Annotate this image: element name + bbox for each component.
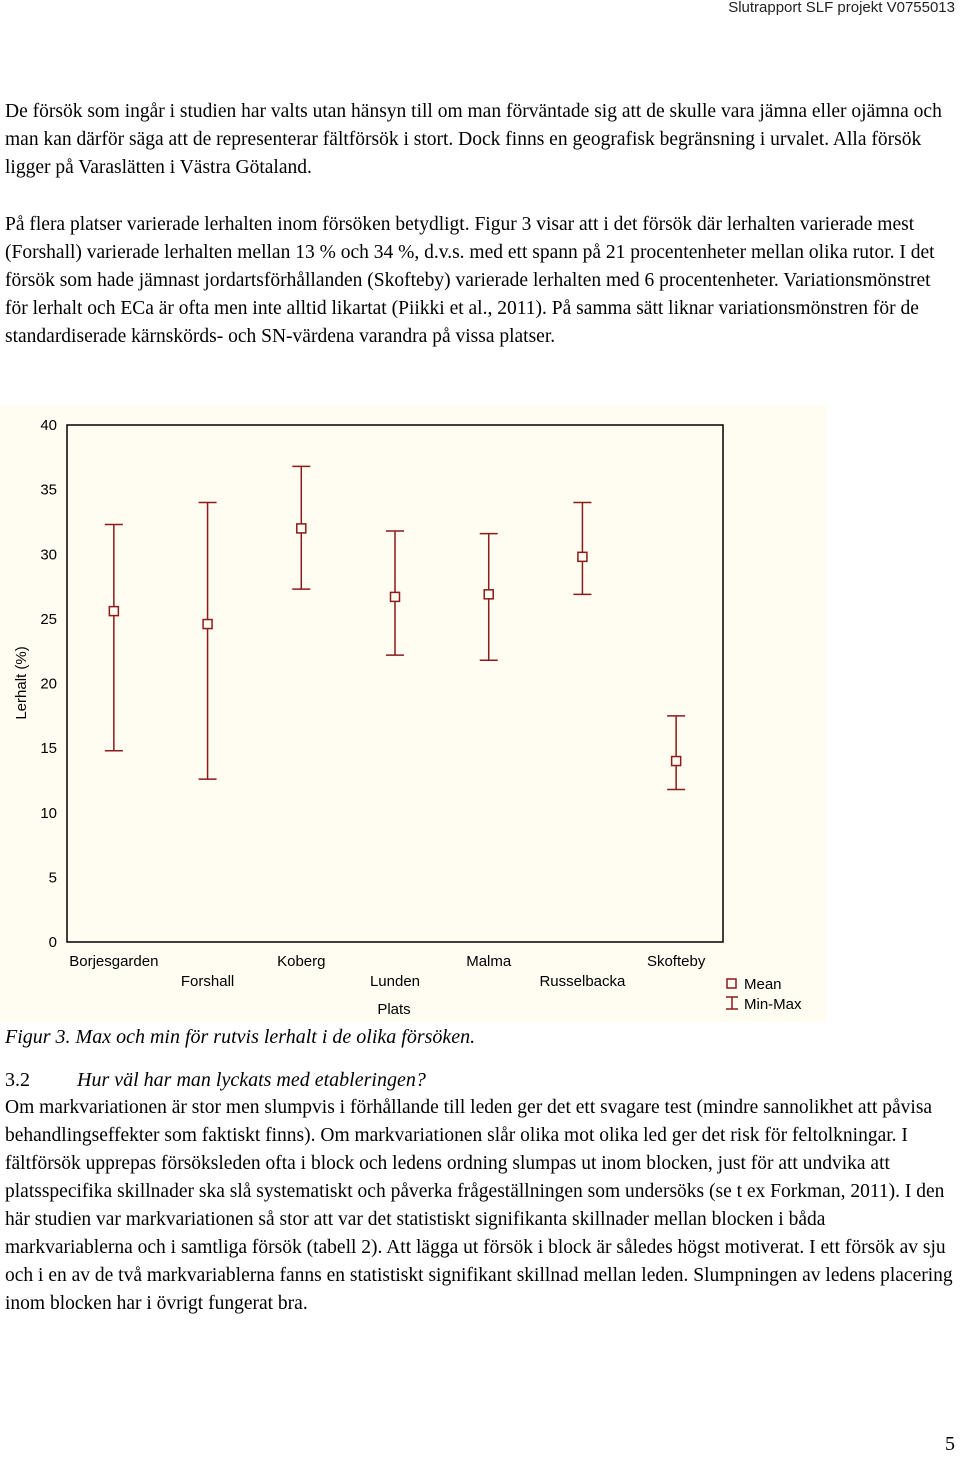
y-axis-label: Lerhalt (%) bbox=[13, 646, 30, 719]
y-tick-label: 35 bbox=[40, 482, 57, 499]
x-tick-label: Skofteby bbox=[647, 953, 706, 970]
range-whisker-skofteby bbox=[667, 715, 686, 791]
legend: Mean Min-Max bbox=[726, 976, 802, 1013]
report-header: Slutrapport SLF projekt V0755013 bbox=[728, 0, 955, 16]
paragraph-2: På flera platser varierade lerhalten ino… bbox=[5, 214, 935, 347]
y-tick-label: 5 bbox=[49, 869, 57, 886]
legend-mean-label: Mean bbox=[744, 976, 782, 993]
x-tick-label: Malma bbox=[466, 953, 512, 970]
range-whisker-lunden bbox=[386, 530, 404, 656]
plot-frame bbox=[66, 424, 724, 943]
chart-svg: 0 5 10 15 20 25 30 35 40 Borjesgarden Forshall Kob… bbox=[13, 417, 802, 1018]
mean-marker-skofteby bbox=[670, 755, 682, 767]
legend-mean-icon bbox=[726, 978, 737, 989]
y-tick-label: 15 bbox=[40, 740, 57, 757]
mean-marker-malma bbox=[483, 589, 494, 600]
range-whisker-malma bbox=[479, 532, 498, 661]
y-tick-label: 30 bbox=[40, 546, 57, 563]
mean-marker-lunden bbox=[389, 591, 401, 603]
mean-marker-koberg bbox=[296, 523, 307, 534]
range-whisker-forshall bbox=[198, 501, 217, 780]
x-tick-label: Koberg bbox=[277, 953, 325, 970]
x-tick-label: Forshall bbox=[181, 973, 234, 990]
mean-marker-borjesgarden bbox=[108, 605, 120, 617]
mean-marker-forshall bbox=[202, 618, 213, 630]
figure-caption: Figur 3. Max och min för rutvis lerhalt … bbox=[5, 1026, 476, 1048]
y-tick-label: 20 bbox=[40, 676, 57, 693]
paragraph-1: De försök som ingår i studien har valts … bbox=[5, 101, 942, 178]
figure-3-chart: 0 5 10 15 20 25 30 35 40 Borjesgarden Forshall Kob… bbox=[0, 405, 826, 1022]
x-tick-label: Russelbacka bbox=[539, 973, 626, 990]
y-axis-ticks: 0 5 10 15 20 25 30 35 40 bbox=[40, 417, 57, 951]
x-tick-label: Borjesgarden bbox=[69, 953, 158, 970]
mean-marker-russelbacka bbox=[577, 551, 588, 563]
legend-range-icon bbox=[726, 996, 738, 1010]
range-whisker-koberg bbox=[292, 465, 311, 590]
x-axis-label: Plats bbox=[377, 1001, 410, 1018]
section-heading: 3.2 Hur väl har man lyckats med etablerin… bbox=[5, 1068, 426, 1092]
y-tick-label: 0 bbox=[49, 934, 57, 951]
paragraph-3: Om markvariationen är stor men slumpvis … bbox=[5, 1097, 953, 1314]
range-whisker-borjesgarden bbox=[104, 523, 123, 752]
page-number: 5 bbox=[945, 1433, 955, 1455]
x-tick-label: Lunden bbox=[370, 973, 420, 990]
range-whisker-russelbacka bbox=[573, 501, 592, 596]
section-title: Hur väl har man lyckats med etableringen… bbox=[77, 1069, 426, 1091]
y-tick-label: 25 bbox=[40, 611, 57, 628]
section-number: 3.2 bbox=[5, 1069, 30, 1091]
y-tick-label: 40 bbox=[40, 417, 57, 434]
data-marks bbox=[104, 465, 686, 791]
y-tick-label: 10 bbox=[40, 805, 57, 822]
legend-range-label: Min-Max bbox=[744, 996, 802, 1013]
x-axis-labels: Borjesgarden Forshall Koberg Lunden Malma Rus… bbox=[69, 953, 706, 990]
